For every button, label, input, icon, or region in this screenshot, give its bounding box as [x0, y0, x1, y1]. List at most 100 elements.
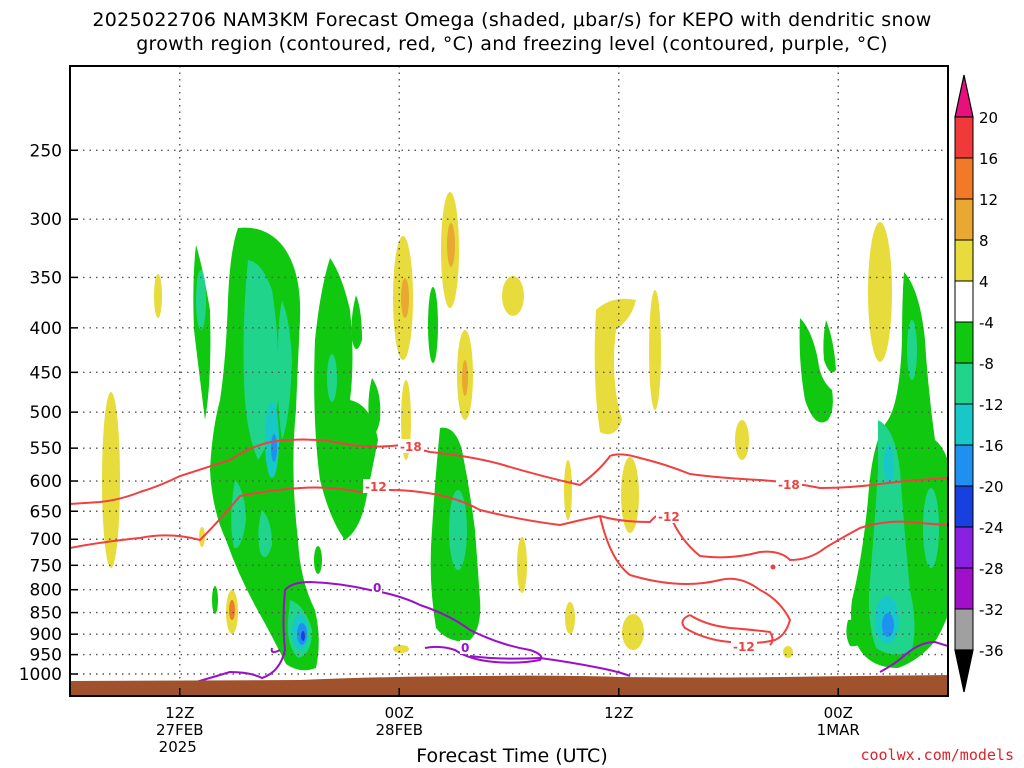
x-tick-label: 12Z	[604, 704, 633, 722]
omega-positive-area	[447, 223, 455, 267]
y-tick-label: 950	[30, 646, 62, 666]
x-tick-label: 00Z	[385, 704, 414, 722]
omega-strong-negative-area	[277, 300, 292, 440]
credit-text: coolwx.com/models	[860, 746, 1014, 764]
contour-label-bg	[372, 580, 382, 594]
omega-negative-area	[428, 287, 438, 363]
y-tick-label: 800	[30, 581, 62, 601]
contour-label-group: -18 -12 -18 -12 -12 0 0	[363, 439, 802, 655]
x-tick-label: 12Z	[165, 704, 194, 722]
plot-frame	[69, 65, 949, 697]
contour-label-bg	[460, 640, 470, 654]
y-tick-label: 450	[30, 363, 62, 383]
colorbar-label: 12	[979, 191, 998, 209]
colorbar-label: 16	[979, 150, 998, 168]
y-tick-label: 300	[30, 210, 62, 230]
omega-positive-area	[565, 602, 575, 634]
colorbar-swatch	[954, 608, 974, 651]
omega-positive-area	[783, 646, 793, 658]
omega-positive-area	[517, 537, 527, 593]
omega-positive-area	[102, 392, 120, 568]
omega-strong-negative-area	[258, 510, 272, 558]
omega-positive-area	[502, 276, 524, 316]
y-tick-label: 750	[30, 556, 62, 576]
dgz-minus-12-lower-contour	[599, 515, 792, 645]
y-tick-label: 1000	[19, 665, 62, 685]
colorbar-label: -4	[979, 314, 994, 332]
omega-positive-area	[154, 274, 162, 318]
colorbar-label: -32	[979, 601, 1004, 619]
omega-positive-area	[393, 645, 409, 653]
omega-negative-area	[368, 378, 381, 434]
omega-positive-area	[401, 278, 409, 318]
omega-shading	[102, 192, 948, 671]
omega-positive-area	[229, 600, 235, 620]
x-tick-label: 28FEB	[376, 721, 423, 739]
colorbar-label: -16	[979, 437, 1004, 455]
colorbar-label: -36	[979, 642, 1004, 660]
colorbar-swatch	[954, 403, 974, 446]
y-tick-label: 700	[30, 530, 62, 550]
chart-title-line-2: growth region (contoured, red, °C) and f…	[136, 33, 888, 55]
y-tick-label: 900	[30, 625, 62, 645]
contour-label-bg	[398, 439, 424, 453]
contour-label-freezing-a: 0	[373, 581, 381, 595]
omega-positive-area	[462, 360, 468, 396]
omega-positive-area	[564, 460, 572, 520]
x-tick-label: 27FEB	[156, 721, 203, 739]
contour-label-minus-18-b: -18	[778, 478, 800, 492]
freezing-level-contour	[195, 580, 543, 683]
y-tick-label: 400	[30, 319, 62, 339]
colorbar-swatch	[954, 444, 974, 487]
colorbar-legend: 20 16 12 8 4 -4 -8 -12 -16 -20 -24 -28 -32 -36	[954, 74, 1004, 693]
x-tick-label: 00Z	[824, 704, 853, 722]
colorbar-label: -12	[979, 396, 1004, 414]
omega-strong-negative-area	[196, 270, 206, 330]
contour-label-freezing-b: 0	[461, 641, 469, 655]
colorbar-swatch	[954, 116, 974, 159]
omega-negative-area	[212, 586, 218, 614]
contour-label-minus-12-a: -12	[365, 480, 387, 494]
colorbar-swatch	[954, 157, 974, 200]
contour-label-bg	[363, 479, 389, 493]
omega-positive-area	[868, 222, 892, 362]
x-axis-label: Forecast Time (UTC)	[416, 745, 608, 767]
omega-positive-area	[649, 290, 661, 410]
contour-small-dot	[770, 564, 776, 570]
chart-title-line-1: 2025022706 NAM3KM Forecast Omega (shaded…	[92, 9, 932, 31]
omega-core	[882, 613, 894, 637]
omega-strong-negative-area	[907, 320, 917, 380]
omega-negative-area	[314, 546, 322, 574]
y-tick-label: 550	[30, 439, 62, 459]
colorbar-swatch	[954, 280, 974, 323]
colorbar-label: 8	[979, 232, 989, 250]
colorbar-swatch	[954, 526, 974, 569]
colorbar-swatch	[954, 485, 974, 528]
colorbar-bottom-arrow	[954, 649, 974, 693]
y-tick-label: 650	[30, 502, 62, 522]
y-tick-label: 250	[30, 141, 62, 161]
contour-label-minus-18-a: -18	[400, 440, 422, 454]
dgz-minus-12-return-contour	[689, 614, 774, 646]
omega-negative-area	[823, 320, 836, 373]
y-tick-label: 500	[30, 403, 62, 423]
x-tick-label: 2025	[159, 738, 197, 756]
colorbar-label: -28	[979, 560, 1004, 578]
contour-label-minus-12-c: -12	[733, 640, 755, 654]
omega-strong-negative-area	[327, 354, 337, 402]
colorbar-label: 4	[979, 273, 989, 291]
omega-negative-area	[799, 318, 833, 423]
colorbar-swatch	[954, 362, 974, 405]
freezing-level-contour-right	[879, 640, 948, 673]
omega-strong-negative-area	[923, 488, 939, 568]
omega-negative-area	[846, 619, 866, 647]
contour-label-minus-12-b: -12	[658, 510, 680, 524]
ground-terrain	[70, 675, 948, 696]
omega-positive-area	[622, 614, 644, 650]
omega-core	[884, 445, 894, 485]
grid-lines	[70, 66, 948, 696]
colorbar-swatch	[954, 198, 974, 241]
colorbar-top-arrow	[954, 74, 974, 118]
